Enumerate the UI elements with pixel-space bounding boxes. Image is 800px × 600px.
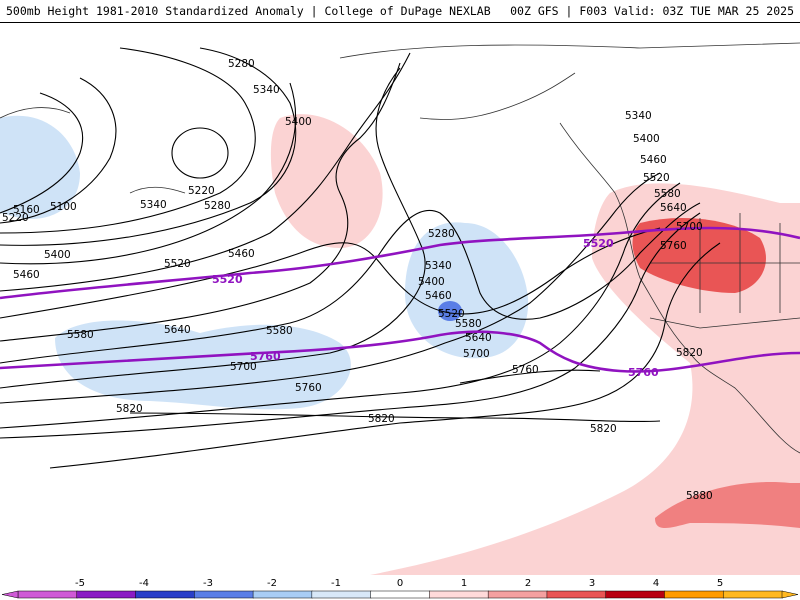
colorbar-tick-label: 4 xyxy=(653,578,659,589)
colorbar-swatch xyxy=(605,590,666,599)
contour-label: 5640 xyxy=(660,202,687,214)
contour-label: 5640 xyxy=(164,324,191,336)
contour-label: 5400 xyxy=(44,249,71,261)
contour-label: 5520 xyxy=(164,258,191,270)
colorbar-swatches xyxy=(1,590,799,599)
highlight-label-5760-west: 5760 xyxy=(250,350,281,363)
highlight-5520 xyxy=(0,226,800,300)
contour-label: 5460 xyxy=(228,248,255,260)
model-run-info: 00Z GFS | F003 Valid: 03Z TUE MAR 25 202… xyxy=(510,4,794,18)
colorbar-tick-label: 2 xyxy=(525,578,531,589)
contour-label: 5820 xyxy=(368,413,395,425)
anomaly-map: 5280 5340 5400 5220 5280 5340 5160 5100 … xyxy=(0,23,800,575)
contour-label: 5520 xyxy=(643,172,670,184)
contour-label: 5820 xyxy=(676,347,703,359)
colorbar-swatch xyxy=(135,590,196,599)
contour-label: 5340 xyxy=(625,110,652,122)
colorbar-tick-label: 1 xyxy=(461,578,467,589)
contour-label: 5640 xyxy=(465,332,492,344)
contour-label: 5460 xyxy=(13,269,40,281)
colorbar-tick-label: 0 xyxy=(397,578,403,589)
contour-label: 5580 xyxy=(654,188,681,200)
colorbar-ticks: -5 -4 -3 -2 -1 0 1 2 3 4 5 xyxy=(75,578,723,589)
colorbar-max-arrow xyxy=(781,590,799,599)
colorbar-swatch xyxy=(487,590,548,599)
colorbar-tick-label: -4 xyxy=(139,578,149,589)
contour-label: 5340 xyxy=(253,84,280,96)
contour-label: 5700 xyxy=(463,348,490,360)
contour-label: 5220 xyxy=(188,185,215,197)
contour-label: 5580 xyxy=(67,329,94,341)
contour-label: 5820 xyxy=(590,423,617,435)
contour-label: 5340 xyxy=(140,199,167,211)
anomaly-shading xyxy=(0,114,800,575)
contour-label: 5400 xyxy=(285,116,312,128)
colorbar-swatch xyxy=(194,590,254,599)
colorbar-swatch xyxy=(722,590,783,599)
colorbar-swatch xyxy=(664,590,724,599)
colorbar-swatch xyxy=(76,590,137,599)
contour-label: 5400 xyxy=(633,133,660,145)
positive-anomaly-dateline xyxy=(270,114,383,248)
map-title: 500mb Height 1981-2010 Standardized Anom… xyxy=(6,4,491,18)
highlight-label-5760-east: 5760 xyxy=(628,366,659,379)
colorbar-swatch xyxy=(252,590,313,599)
contour-label: 5580 xyxy=(266,325,293,337)
colorbar-min-arrow xyxy=(1,590,19,599)
highlight-labels: 5520 5520 5760 5760 xyxy=(212,237,659,379)
colorbar-tick-label: -5 xyxy=(75,578,85,589)
colorbar-swatch xyxy=(370,590,431,599)
coastlines xyxy=(0,42,800,454)
negative-anomaly-band-west xyxy=(55,320,351,410)
contour-label: 5400 xyxy=(418,276,445,288)
contour-label: 5160 xyxy=(13,204,40,216)
colorbar-tick-label: 3 xyxy=(589,578,595,589)
colorbar-tick-label: -2 xyxy=(267,578,277,589)
contour-label: 5280 xyxy=(428,228,455,240)
highlight-label-5520-east: 5520 xyxy=(583,237,614,250)
contour-label: 5700 xyxy=(230,361,257,373)
contour-label: 5100 xyxy=(50,201,77,213)
strong-negative-anomaly-core xyxy=(438,301,462,321)
negative-anomaly-w-pacific xyxy=(0,115,80,219)
contour-label: 5520 xyxy=(438,308,465,320)
anomaly-colorbar: -5 -4 -3 -2 -1 0 1 2 3 4 5 xyxy=(1,578,799,599)
contour-labels: 5280 5340 5400 5220 5280 5340 5160 5100 … xyxy=(2,58,713,502)
contour-label: 5280 xyxy=(228,58,255,70)
contour-label: 5880 xyxy=(686,490,713,502)
contour-label: 5340 xyxy=(425,260,452,272)
contour-label: 5760 xyxy=(512,364,539,376)
contour-label: 5220 xyxy=(2,212,29,224)
contour-label: 5580 xyxy=(455,318,482,330)
title-bar: 500mb Height 1981-2010 Standardized Anom… xyxy=(0,0,800,23)
contour-label: 5760 xyxy=(295,382,322,394)
moderate-positive-anomaly-west-us xyxy=(632,218,766,293)
contour-label: 5700 xyxy=(676,221,703,233)
contour-label: 5760 xyxy=(660,240,687,252)
contour-label: 5820 xyxy=(116,403,143,415)
highlight-contours xyxy=(0,226,800,373)
highlight-5760 xyxy=(0,330,800,373)
colorbar-swatch xyxy=(546,590,607,599)
contour-label: 5460 xyxy=(640,154,667,166)
colorbar-tick-label: -1 xyxy=(331,578,341,589)
negative-anomaly-central xyxy=(405,222,529,359)
moderate-positive-anomaly-mexico xyxy=(655,482,800,528)
contour-label: 5280 xyxy=(204,200,231,212)
colorbar-tick-label: -3 xyxy=(203,578,213,589)
highlight-label-5520-west: 5520 xyxy=(212,273,243,286)
colorbar-swatch xyxy=(311,590,372,599)
contour-label: 5460 xyxy=(425,290,452,302)
colorbar-swatch xyxy=(429,590,489,599)
height-contours xyxy=(0,47,721,469)
colorbar-swatch xyxy=(17,590,78,599)
colorbar-tick-label: 5 xyxy=(717,578,723,589)
